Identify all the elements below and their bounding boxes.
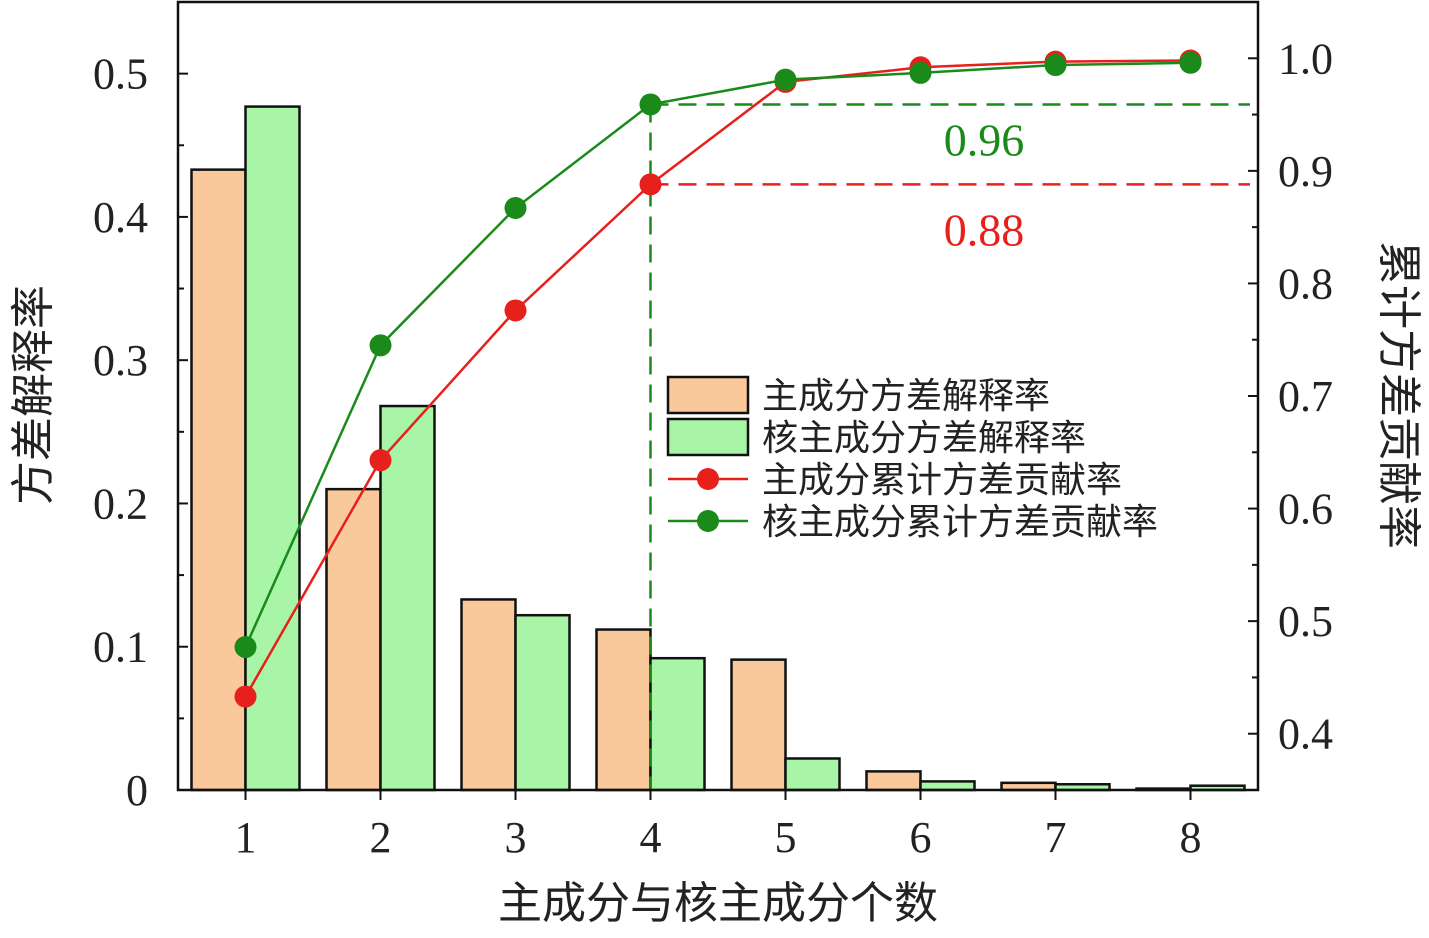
tick-label-left: 0.5 bbox=[93, 50, 148, 99]
point-1-2 bbox=[369, 449, 392, 472]
point-2-6 bbox=[909, 61, 932, 84]
bar-s2-4 bbox=[649, 656, 706, 792]
legend-swatch-1 bbox=[666, 375, 750, 415]
annotation-2: 0.88 bbox=[944, 204, 1025, 255]
line-layer bbox=[234, 49, 1202, 708]
tick-label-right: 0.9 bbox=[1278, 147, 1333, 196]
legend-marker-4 bbox=[697, 510, 719, 532]
annotations: 0.96 0.88 bbox=[944, 114, 1025, 255]
point-2-3 bbox=[504, 197, 527, 220]
tick-label-bottom: 3 bbox=[505, 813, 527, 862]
annotation-1: 0.96 bbox=[944, 114, 1025, 165]
point-2-4 bbox=[639, 93, 662, 116]
tick-label-right: 0.6 bbox=[1278, 485, 1333, 534]
y-axis-left-title: 方差解释率 bbox=[8, 285, 59, 505]
line-1 bbox=[244, 59, 1191, 698]
tick-label-bottom: 8 bbox=[1180, 813, 1202, 862]
legend-label-1: 主成分方差解释率 bbox=[762, 376, 1050, 417]
legend-label-4: 核主成分累计方差贡献率 bbox=[762, 502, 1158, 543]
bar-s1-2 bbox=[325, 487, 382, 792]
tick-label-left: 0.2 bbox=[93, 479, 148, 528]
point-2-2 bbox=[369, 334, 392, 357]
tick-label-right: 0.4 bbox=[1278, 710, 1333, 759]
tick-label-left: 0.4 bbox=[93, 193, 148, 242]
point-2-7 bbox=[1044, 54, 1067, 77]
tick-label-bottom: 1 bbox=[235, 813, 257, 862]
tick-label-bottom: 4 bbox=[640, 813, 662, 862]
tick-label-left: 0 bbox=[126, 766, 148, 815]
tick-label-bottom: 5 bbox=[775, 813, 797, 862]
bar-s1-4 bbox=[595, 628, 652, 792]
guide-lines bbox=[649, 103, 1250, 790]
bar-s1-3 bbox=[460, 598, 517, 792]
point-1-1 bbox=[234, 685, 257, 708]
bar-layer bbox=[190, 105, 1246, 792]
y-axis-right-title: 累计方差贡献率 bbox=[1373, 241, 1424, 549]
tick-label-right: 0.8 bbox=[1278, 259, 1333, 308]
bar-s2-5 bbox=[784, 757, 841, 792]
bar-s1-1 bbox=[190, 168, 247, 792]
line-2 bbox=[244, 61, 1191, 648]
tick-label-left: 0.1 bbox=[93, 623, 148, 672]
legend-label-3: 主成分累计方差贡献率 bbox=[762, 460, 1122, 501]
point-2-1 bbox=[234, 636, 257, 659]
legend-marker-3 bbox=[697, 468, 719, 490]
tick-label-bottom: 6 bbox=[910, 813, 932, 862]
point-2-8 bbox=[1179, 51, 1202, 74]
tick-label-right: 0.7 bbox=[1278, 372, 1333, 421]
legend-swatch-2 bbox=[666, 417, 750, 457]
legend-label-2: 核主成分方差解释率 bbox=[762, 418, 1086, 459]
tick-label-right: 0.5 bbox=[1278, 597, 1333, 646]
bar-s2-1 bbox=[244, 105, 301, 792]
bar-s1-5 bbox=[730, 658, 787, 792]
tick-label-bottom: 7 bbox=[1045, 813, 1067, 862]
bar-s2-3 bbox=[514, 613, 571, 792]
point-1-4 bbox=[639, 173, 662, 196]
tick-label-bottom: 2 bbox=[370, 813, 392, 862]
point-1-3 bbox=[504, 299, 527, 322]
bar-s1-6 bbox=[865, 770, 922, 792]
point-2-5 bbox=[774, 68, 797, 91]
x-axis-title: 主成分与核主成分个数 bbox=[498, 878, 938, 929]
bar-s2-6 bbox=[919, 780, 976, 792]
tick-label-right: 1.0 bbox=[1278, 34, 1333, 83]
tick-label-left: 0.3 bbox=[93, 336, 148, 385]
axes: 0 0.1 0.2 0.3 0.4 0.5 0.4 0.5 0.6 0.7 0.8 0.9 1.0 1 2 3… bbox=[93, 0, 1333, 862]
